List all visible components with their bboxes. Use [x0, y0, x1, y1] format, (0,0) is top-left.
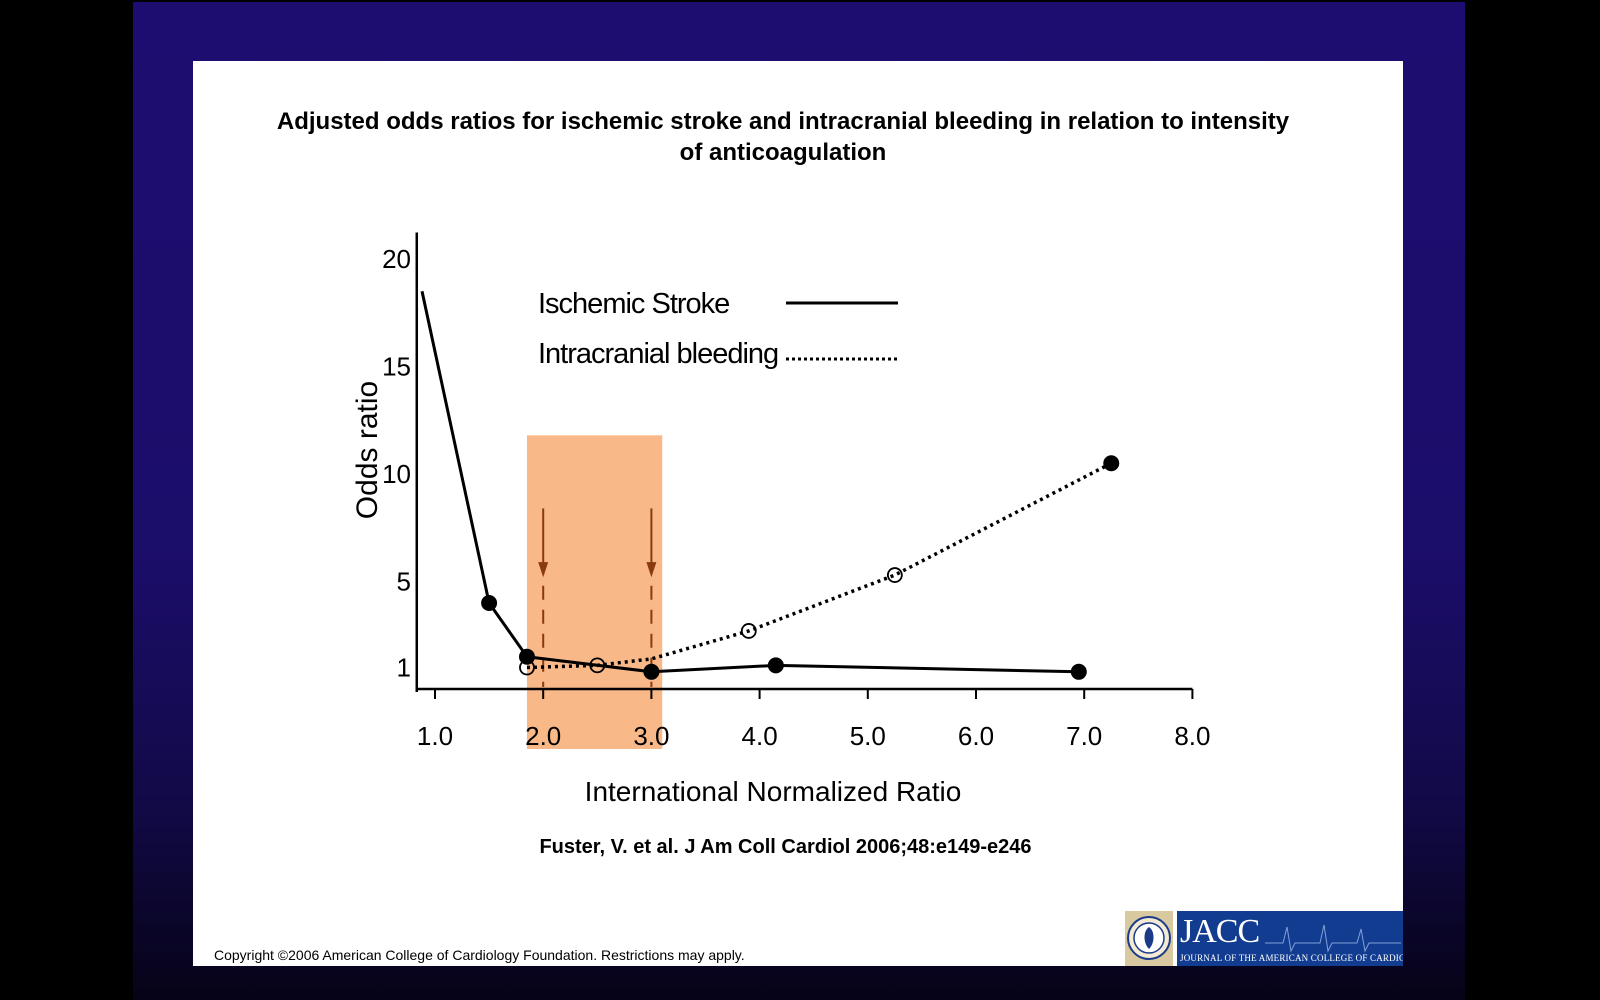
citation: Fuster, V. et al. J Am Coll Cardiol 2006…	[539, 836, 1032, 858]
x-tick-label: 4.0	[742, 721, 778, 751]
bleeding-point	[519, 659, 535, 676]
x-tick-label: 5.0	[850, 721, 886, 751]
jacc-logo-subtitle: JOURNAL OF THE AMERICAN COLLEGE OF CARDI…	[1180, 953, 1403, 963]
chart-title: Adjusted odds ratios for ischemic stroke…	[193, 106, 1373, 168]
bleeding-point	[886, 567, 903, 583]
x-tick-label: 3.0	[633, 721, 669, 751]
stroke-point	[1070, 663, 1087, 680]
legend-label-intracranial-bleeding: Intracranial bleeding	[538, 338, 778, 370]
x-tick-label: 1.0	[417, 721, 453, 751]
x-tick-label: 7.0	[1066, 721, 1102, 751]
acc-seal-icon	[1125, 911, 1173, 966]
therapeutic-range-band	[526, 435, 663, 749]
bleeding-point	[589, 657, 606, 674]
y-axis-label: Odds ratio	[351, 381, 384, 519]
copyright-notice: Copyright ©2006 American College of Card…	[214, 947, 745, 963]
jacc-banner[interactable]: JACC JOURNAL OF THE AMERICAN COLLEGE OF …	[1177, 911, 1403, 966]
x-tick-label: 8.0	[1174, 721, 1210, 751]
stroke-point	[643, 663, 660, 680]
intracranial-bleeding-line	[526, 461, 1113, 670]
x-axis-label: International Normalized Ratio	[585, 776, 962, 807]
jacc-logo-text: JACC	[1180, 913, 1260, 950]
chart-title-line-2: of anticoagulation	[679, 139, 887, 166]
x-tick-label: 2.0	[525, 721, 561, 751]
bleeding-point	[740, 623, 757, 639]
chart-title-line-1: Adjusted odds ratios for ischemic stroke…	[276, 108, 1290, 135]
ecg-trace-icon	[1265, 924, 1401, 953]
bleeding-point	[1103, 455, 1120, 472]
slide-card: Adjusted odds ratios for ischemic stroke…	[193, 61, 1403, 966]
stroke-point	[481, 595, 498, 611]
y-tick-label: 20	[382, 244, 411, 274]
down-arrow-icon	[646, 562, 657, 578]
y-tick-label: 5	[397, 567, 411, 597]
down-arrow-icon	[538, 562, 549, 578]
y-tick-label: 15	[382, 352, 411, 382]
x-tick-label: 6.0	[958, 721, 994, 751]
ischemic-stroke-line	[420, 290, 1079, 674]
y-tick-label: 10	[382, 459, 411, 489]
legend-label-ischemic-stroke: Ischemic Stroke	[538, 288, 729, 320]
stroke-point	[767, 657, 784, 674]
y-tick-label: 1	[397, 653, 411, 683]
